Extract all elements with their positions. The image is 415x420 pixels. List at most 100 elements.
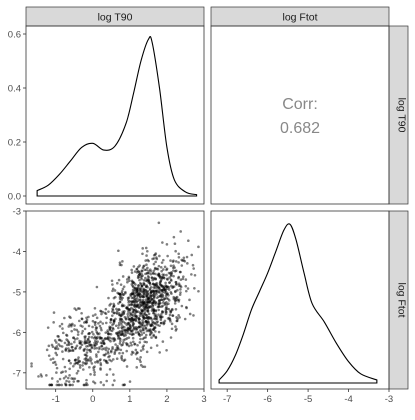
scatter-point (141, 326, 145, 330)
scatter-point (172, 264, 175, 267)
scatter-point (121, 275, 125, 278)
scatter-point (101, 347, 104, 351)
scatter-point (85, 341, 89, 345)
scatter-point (69, 349, 73, 353)
scatter-point (118, 261, 122, 264)
y-tick-label-bottom-left: -6 (13, 328, 21, 339)
scatter-point (50, 383, 54, 387)
scatter-point (149, 272, 153, 276)
scatter-point (115, 307, 118, 311)
scatter-point (178, 316, 181, 319)
scatter-point (92, 366, 95, 370)
scatter-point (99, 381, 103, 384)
scatter-point (67, 325, 71, 328)
scatter-point (54, 363, 58, 366)
panel-frame-bottom-left (25, 210, 205, 390)
scatter-point (157, 330, 161, 334)
scatter-point (83, 327, 87, 331)
right-strip-top: log T90 (388, 25, 409, 205)
scatter-point (126, 312, 130, 316)
scatter-point (61, 327, 64, 330)
scatter-point (114, 348, 117, 352)
scatter-point (82, 368, 85, 371)
scatter-point (170, 327, 174, 331)
right-strip-bottom: log Ftot (388, 210, 409, 390)
strip-label-right-log-ftot: log Ftot (396, 282, 408, 317)
scatter-point (71, 349, 75, 353)
scatter-point (117, 326, 120, 330)
scatter-point (61, 357, 65, 361)
scatter-point (157, 285, 161, 289)
scatter-point (119, 348, 123, 352)
scatter-point (143, 365, 147, 369)
scatter-point (101, 339, 104, 342)
scatter-point (55, 341, 58, 344)
scatter-point (130, 283, 134, 286)
scatter-point (110, 310, 114, 313)
scatter-point (100, 341, 104, 345)
scatter-point (163, 285, 166, 289)
scatter-point (98, 359, 102, 362)
scatter-point (179, 278, 183, 281)
scatter-point (168, 313, 172, 317)
scatter-point (142, 331, 146, 335)
scatter-point (95, 346, 99, 350)
scatter-point (56, 334, 60, 338)
scatter-point (124, 333, 127, 337)
scatter-point (165, 349, 168, 352)
scatter-point (93, 321, 97, 324)
scatter-point (85, 381, 88, 385)
scatter-point (103, 358, 106, 362)
scatter-point (153, 296, 156, 299)
scatter-point (143, 310, 147, 314)
scatter-point (154, 303, 157, 306)
scatter-point (40, 375, 43, 378)
scatter-point (124, 290, 127, 294)
scatter-point (78, 364, 82, 367)
scatter-point (142, 336, 146, 340)
scatter-point (91, 319, 95, 323)
scatter-point (64, 382, 67, 385)
scatter-point (128, 279, 131, 282)
scatter-point (139, 303, 142, 307)
scatter-point (81, 329, 85, 333)
scatter-point (65, 338, 68, 341)
scatter-point (54, 347, 57, 351)
scatter-point (154, 267, 157, 271)
scatter-point (123, 315, 127, 319)
scatter-point (117, 278, 121, 282)
scatter-point (169, 336, 173, 339)
scatter-point (116, 281, 119, 285)
scatter-point (112, 373, 115, 376)
scatter-point (152, 334, 155, 338)
scatter-point (158, 288, 162, 292)
scatter-point (55, 353, 59, 357)
scatter-point (92, 333, 95, 336)
scatter-point (135, 296, 139, 300)
scatter-point (93, 371, 96, 374)
strip-label-log-ftot: log Ftot (282, 12, 317, 24)
scatter-point (162, 268, 165, 271)
scatter-point (80, 332, 84, 335)
scatter-point (95, 330, 98, 334)
scatter-point (139, 295, 142, 299)
x-tick-label-bottom-right: -6 (263, 394, 271, 405)
scatter-point (125, 337, 129, 340)
scatter-point (145, 340, 148, 344)
scatter-point (160, 269, 163, 273)
scatter-point (73, 359, 77, 362)
scatter-point (177, 252, 180, 256)
scatter-point (165, 273, 168, 277)
scatter-point (149, 346, 153, 350)
scatter-point (174, 290, 177, 294)
scatter-point (157, 304, 161, 307)
scatter-point (183, 317, 187, 321)
scatter-point (101, 310, 105, 314)
scatter-point (62, 376, 66, 380)
scatter-point (143, 268, 146, 272)
scatter-point (132, 332, 135, 336)
scatter-point (82, 349, 86, 353)
scatter-point (116, 346, 120, 350)
scatter-point (121, 383, 125, 387)
scatter-point (125, 305, 129, 309)
